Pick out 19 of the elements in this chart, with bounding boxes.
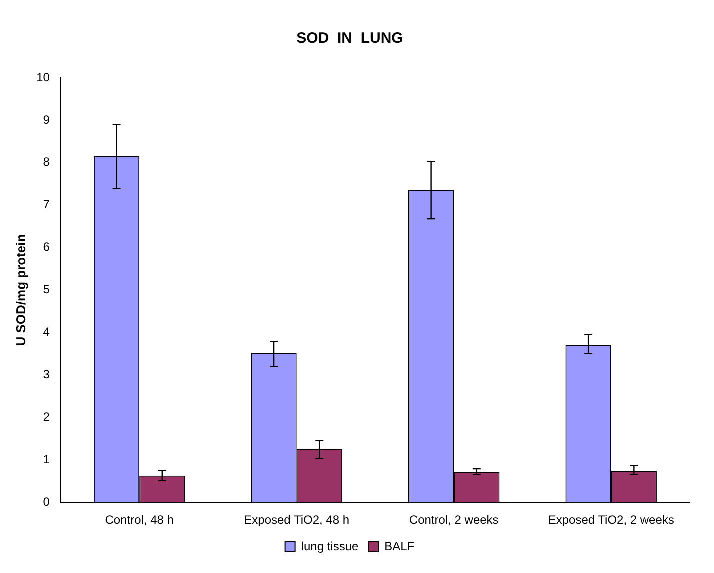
x-tick-label: Exposed TiO2, 2 weeks — [548, 513, 674, 528]
legend-label: BALF — [384, 539, 415, 554]
y-axis-title: U SOD/mg protein — [13, 234, 28, 346]
x-tick-label: Exposed TiO2, 48 h — [244, 513, 350, 528]
legend-label: lung tissue — [301, 539, 360, 554]
y-tick-label: 5 — [43, 282, 50, 297]
y-tick-label: 3 — [43, 368, 50, 382]
x-tick-label: Control, 2 weeks — [409, 513, 499, 528]
y-tick-label: 0 — [43, 494, 50, 509]
y-tick-label: 4 — [43, 325, 50, 340]
y-tick-label: 7 — [43, 198, 50, 212]
y-tick-label: 2 — [43, 410, 50, 424]
y-tick-label: 10 — [36, 70, 50, 84]
x-tick-label: Control, 48 h — [105, 513, 174, 528]
y-tick-label: 1 — [43, 452, 50, 466]
y-tick-label: 9 — [43, 112, 50, 127]
chart-title: SOD IN LUNG — [296, 30, 404, 48]
y-tick-label: 6 — [43, 240, 50, 254]
y-tick-label: 8 — [43, 155, 50, 170]
